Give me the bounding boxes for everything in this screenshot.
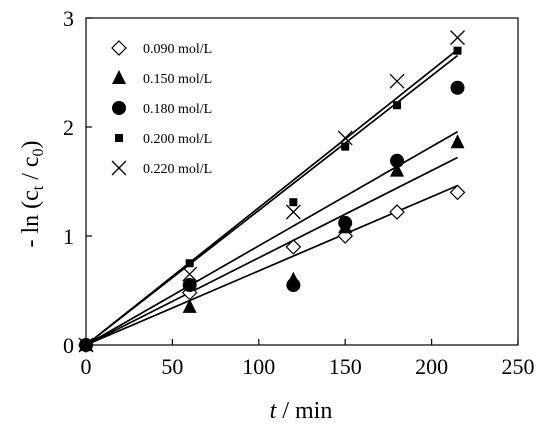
x-tick-label: 50	[161, 354, 183, 379]
legend-label: 0.220 mol/L	[143, 162, 212, 177]
x-tick-label: 200	[415, 354, 448, 379]
x-tick-label: 0	[81, 354, 92, 379]
y-tick-label: 2	[63, 115, 74, 140]
marker-cross-stroke	[337, 130, 353, 146]
marker-cross-stroke	[285, 204, 301, 220]
marker-diamond	[449, 184, 466, 201]
marker-cross	[78, 337, 94, 353]
axes: 0 50 100 150 200 250 0 1 2 3	[63, 6, 535, 379]
marker-square	[453, 46, 462, 55]
marker-circle	[182, 278, 197, 293]
y-axis-title: - ln (ct / c0)	[18, 140, 47, 247]
marker-circle	[390, 153, 405, 168]
marker-square	[341, 142, 350, 151]
marker-square	[289, 198, 298, 207]
marker-cross-stroke	[450, 30, 465, 46]
marker-square	[185, 259, 194, 268]
plot-frame	[85, 17, 519, 346]
marker-cross-stroke	[111, 160, 127, 176]
marker-cross-stroke	[78, 337, 94, 353]
marker-cross	[111, 160, 127, 176]
marker-diamond	[111, 40, 127, 56]
marker-circle	[450, 80, 465, 95]
marker-triangle	[390, 162, 405, 177]
marker-cross	[182, 266, 198, 282]
y-tick-label: 0	[63, 333, 74, 358]
marker-triangle	[112, 70, 126, 84]
marker-triangle	[182, 298, 197, 313]
marker-diamond	[389, 204, 405, 220]
x-axis-title: t / min	[270, 398, 333, 424]
marker-cross	[389, 73, 405, 89]
x-tick-label: 150	[329, 354, 362, 379]
legend-label: 0.180 mol/L	[143, 102, 212, 117]
marker-cross	[285, 204, 301, 220]
x-tick-label: 100	[242, 354, 275, 379]
marker-circle	[338, 215, 353, 230]
legend: 0.090 mol/L 0.150 mol/L 0.180 mol/L 0.200 m…	[111, 40, 212, 177]
fit-line	[85, 49, 459, 346]
legend-label: 0.150 mol/L	[143, 72, 212, 87]
fit-lines	[85, 49, 459, 346]
x-tick-label: 250	[502, 354, 535, 379]
marker-diamond	[285, 239, 302, 255]
marker-circle	[286, 278, 301, 293]
legend-label: 0.200 mol/L	[143, 132, 212, 147]
marker-triangle	[450, 134, 465, 149]
y-tick-label: 3	[63, 6, 74, 31]
marker-cross	[450, 30, 465, 46]
marker-square	[393, 101, 402, 110]
marker-cross	[337, 130, 353, 146]
marker-square	[115, 134, 123, 142]
legend-label: 0.090 mol/L	[143, 42, 212, 57]
data-points	[78, 30, 466, 353]
marker-circle	[112, 101, 126, 115]
marker-cross-stroke	[182, 266, 198, 282]
y-tick-label: 1	[63, 224, 74, 249]
marker-cross-stroke	[389, 73, 405, 89]
fit-line	[85, 156, 458, 346]
